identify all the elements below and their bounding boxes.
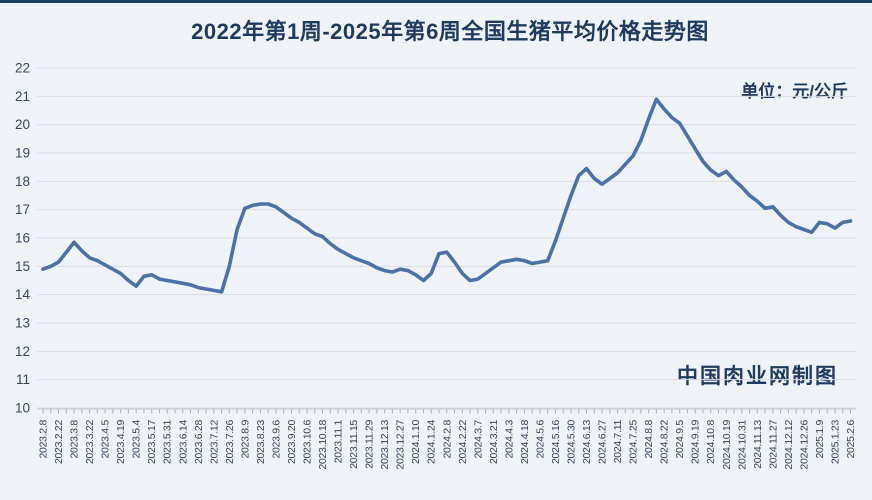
x-axis-label: 2023.12.27 bbox=[395, 420, 407, 470]
x-axis-label: 2024.7.11 bbox=[612, 420, 624, 464]
x-axis-label: 2024.6.27 bbox=[597, 420, 609, 464]
x-axis-label: 2025.1.23 bbox=[829, 420, 841, 464]
x-axis-label: 2023.11.29 bbox=[364, 420, 376, 469]
x-axis-label: 2023.5.17 bbox=[146, 420, 158, 464]
y-axis-label: 17 bbox=[15, 202, 30, 217]
x-axis-label: 2023.5.31 bbox=[162, 420, 174, 464]
y-axis-label: 19 bbox=[15, 146, 30, 161]
x-axis-label: 2024.4.18 bbox=[519, 420, 531, 464]
y-axis-label: 18 bbox=[15, 174, 30, 189]
x-axis-label: 2023.4.5 bbox=[100, 420, 112, 459]
x-axis-label: 2024.2.8 bbox=[441, 420, 453, 459]
x-axis-label: 2024.8.8 bbox=[643, 420, 655, 459]
x-axis-label: 2024.1.10 bbox=[410, 420, 422, 464]
x-axis-label: 2024.12.26 bbox=[798, 420, 810, 470]
x-axis-label: 2024.5.16 bbox=[550, 420, 562, 464]
y-axis-label: 20 bbox=[15, 117, 30, 132]
top-border-line bbox=[0, 0, 872, 3]
x-axis-label: 2023.11.15 bbox=[348, 420, 360, 469]
x-axis-label: 2023.6.14 bbox=[177, 420, 189, 464]
x-axis-label: 2024.9.5 bbox=[674, 420, 686, 459]
x-axis-label: 2023.3.8 bbox=[69, 420, 81, 459]
y-axis-label: 11 bbox=[16, 372, 30, 387]
x-axis-label: 2024.4.3 bbox=[503, 420, 515, 459]
x-axis-label: 2023.8.9 bbox=[239, 420, 251, 459]
y-axis-label: 14 bbox=[15, 287, 31, 302]
watermark-text: 中国肉业网制图 bbox=[677, 365, 838, 388]
x-axis-label: 2024.12.12 bbox=[783, 420, 795, 470]
y-axis-label: 13 bbox=[15, 316, 30, 331]
x-axis-label: 2023.5.4 bbox=[131, 420, 143, 459]
x-axis-label: 2023.12.13 bbox=[379, 420, 391, 470]
x-axis-label: 2024.11.13 bbox=[752, 420, 764, 469]
chart-title: 2022年第1周-2025年第6周全国生猪平均价格走势图 bbox=[191, 19, 709, 44]
x-axis-label: 2024.1.24 bbox=[426, 420, 438, 464]
y-axis-label: 21 bbox=[15, 89, 30, 104]
x-axis-label: 2024.6.13 bbox=[581, 420, 593, 464]
x-axis-label: 2024.2.22 bbox=[457, 420, 469, 464]
y-axis-label: 15 bbox=[15, 259, 30, 274]
x-axis-label: 2023.2.22 bbox=[53, 420, 65, 464]
x-axis-label: 2023.10.18 bbox=[317, 420, 329, 470]
x-axis-label: 2023.6.28 bbox=[193, 420, 205, 464]
x-axis-label: 2024.5.6 bbox=[534, 420, 546, 459]
x-axis-label: 2024.11.27 bbox=[767, 420, 779, 469]
y-axis-label: 10 bbox=[15, 401, 30, 416]
x-axis-label: 2023.8.23 bbox=[255, 420, 267, 464]
x-axis-label: 2024.10.31 bbox=[736, 420, 748, 470]
y-axis-label: 22 bbox=[15, 61, 30, 76]
x-axis-label: 2024.5.30 bbox=[565, 420, 577, 464]
x-axis-label: 2025.1.9 bbox=[814, 420, 826, 459]
x-axis-label: 2023.4.19 bbox=[115, 420, 127, 464]
x-axis-label: 2024.8.22 bbox=[659, 420, 671, 464]
y-axis-label: 12 bbox=[15, 344, 30, 359]
x-axis-label: 2024.3.21 bbox=[488, 420, 500, 464]
y-axis-label: 16 bbox=[15, 231, 30, 246]
x-axis-label: 2023.9.20 bbox=[286, 420, 298, 464]
x-axis-label: 2023.7.12 bbox=[208, 420, 220, 464]
price-line bbox=[41, 97, 853, 294]
x-axis-label: 2024.3.7 bbox=[472, 420, 484, 459]
x-axis-label: 2024.10.8 bbox=[705, 420, 717, 464]
x-axis-label: 2024.10.19 bbox=[721, 420, 733, 470]
x-axis-label: 2023.9.6 bbox=[270, 420, 282, 459]
x-axis-label: 2023.2.8 bbox=[38, 420, 50, 459]
x-axis-label: 2023.3.22 bbox=[84, 420, 96, 464]
x-axis-label: 2025.2.6 bbox=[845, 420, 857, 459]
x-axis-label: 2023.7.26 bbox=[224, 420, 236, 464]
x-axis-label: 2024.7.25 bbox=[628, 420, 640, 464]
x-axis-label: 2024.9.19 bbox=[690, 420, 702, 464]
x-axis-label: 2023.10.6 bbox=[301, 420, 313, 464]
x-axis-label: 2023.11.1 bbox=[333, 420, 345, 464]
